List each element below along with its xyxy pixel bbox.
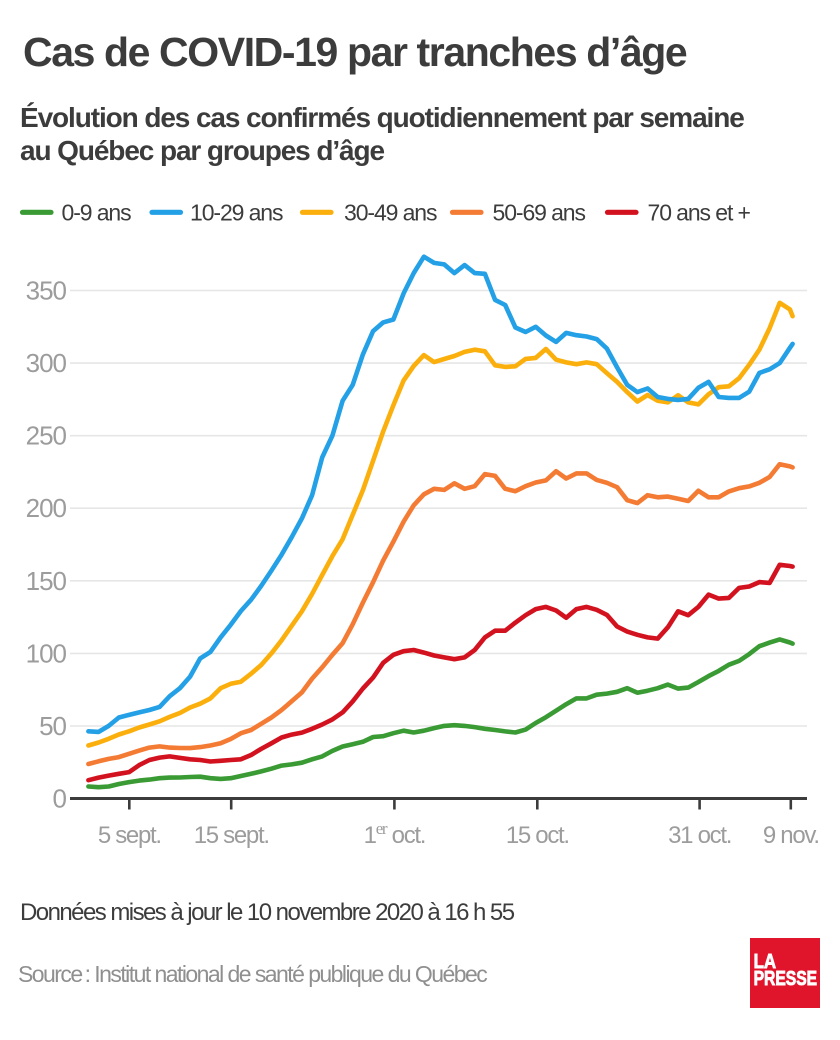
svg-text:70 ans et +: 70 ans et + [648,200,751,226]
svg-text:30-49 ans: 30-49 ans [344,200,437,226]
svg-text:PRESSE: PRESSE [754,967,818,990]
svg-text:31 oct.: 31 oct. [668,822,731,849]
svg-text:9 nov.: 9 nov. [763,822,819,849]
svg-text:15 sept.: 15 sept. [194,822,269,849]
svg-text:100: 100 [26,638,67,668]
svg-text:0: 0 [53,784,67,814]
svg-text:200: 200 [26,493,67,523]
svg-text:150: 150 [26,566,67,596]
svg-text:50: 50 [39,711,66,741]
svg-text:10-29 ans: 10-29 ans [190,200,283,226]
svg-text:0-9 ans: 0-9 ans [62,200,132,226]
svg-text:50-69 ans: 50-69 ans [493,200,586,226]
svg-text:LA: LA [754,950,777,973]
svg-text:300: 300 [26,348,67,378]
svg-text:250: 250 [26,421,67,451]
svg-text:15 oct.: 15 oct. [506,822,569,849]
svg-text:5 sept.: 5 sept. [98,822,161,849]
svg-text:350: 350 [26,276,67,306]
svg-text:1er oct.: 1er oct. [364,819,426,849]
